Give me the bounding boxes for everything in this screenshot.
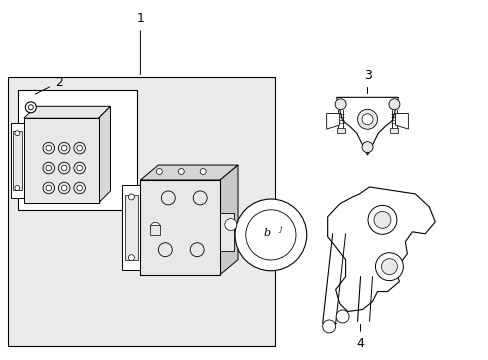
Circle shape: [61, 145, 67, 151]
Circle shape: [161, 191, 175, 205]
Bar: [24, 118, 99, 203]
Circle shape: [367, 206, 396, 234]
Circle shape: [388, 99, 399, 110]
Circle shape: [322, 320, 335, 333]
Bar: [125, 195, 138, 260]
Text: 1: 1: [136, 12, 144, 75]
Polygon shape: [327, 187, 434, 311]
Bar: [220, 213, 234, 251]
Circle shape: [156, 168, 162, 175]
Circle shape: [61, 165, 67, 171]
Circle shape: [178, 168, 184, 175]
Bar: [11, 123, 24, 198]
Circle shape: [77, 185, 82, 191]
Circle shape: [77, 145, 82, 151]
Circle shape: [235, 199, 306, 271]
Bar: [389, 128, 398, 133]
Circle shape: [224, 219, 236, 230]
Circle shape: [334, 99, 346, 110]
Circle shape: [381, 259, 397, 275]
Circle shape: [361, 141, 372, 153]
Bar: [13, 131, 22, 190]
Circle shape: [46, 145, 51, 151]
Circle shape: [28, 105, 33, 110]
Text: 4: 4: [356, 324, 364, 350]
Circle shape: [190, 243, 203, 257]
Circle shape: [43, 162, 55, 174]
Polygon shape: [140, 165, 238, 180]
Circle shape: [58, 162, 70, 174]
Circle shape: [43, 142, 55, 154]
Bar: [336, 128, 344, 133]
Circle shape: [46, 185, 51, 191]
Bar: [8, 77, 274, 346]
Circle shape: [357, 109, 377, 129]
Circle shape: [15, 185, 20, 190]
Circle shape: [375, 253, 403, 280]
Bar: [18, 90, 137, 210]
Polygon shape: [220, 165, 238, 275]
Circle shape: [335, 310, 348, 323]
Bar: [150, 225, 160, 235]
Circle shape: [25, 102, 36, 113]
Circle shape: [58, 142, 70, 154]
Text: j: j: [278, 225, 280, 233]
Text: b: b: [263, 228, 270, 238]
Circle shape: [128, 194, 134, 200]
Circle shape: [46, 165, 51, 171]
Circle shape: [77, 165, 82, 171]
Circle shape: [158, 243, 172, 257]
Circle shape: [74, 182, 85, 194]
Circle shape: [15, 131, 20, 136]
Polygon shape: [99, 106, 110, 203]
Polygon shape: [326, 113, 339, 129]
Polygon shape: [24, 106, 110, 118]
Circle shape: [373, 211, 390, 228]
Circle shape: [43, 182, 55, 194]
Bar: [140, 180, 220, 275]
Circle shape: [74, 142, 85, 154]
Polygon shape: [395, 113, 407, 129]
Circle shape: [58, 182, 70, 194]
Circle shape: [245, 210, 295, 260]
Circle shape: [200, 168, 206, 175]
Circle shape: [361, 114, 372, 125]
Circle shape: [150, 222, 160, 232]
Circle shape: [61, 185, 67, 191]
Circle shape: [128, 255, 134, 261]
Circle shape: [74, 162, 85, 174]
Circle shape: [193, 191, 207, 205]
Text: 3: 3: [363, 69, 371, 94]
Text: 2: 2: [35, 76, 62, 94]
Bar: [122, 185, 140, 270]
Polygon shape: [336, 97, 398, 155]
